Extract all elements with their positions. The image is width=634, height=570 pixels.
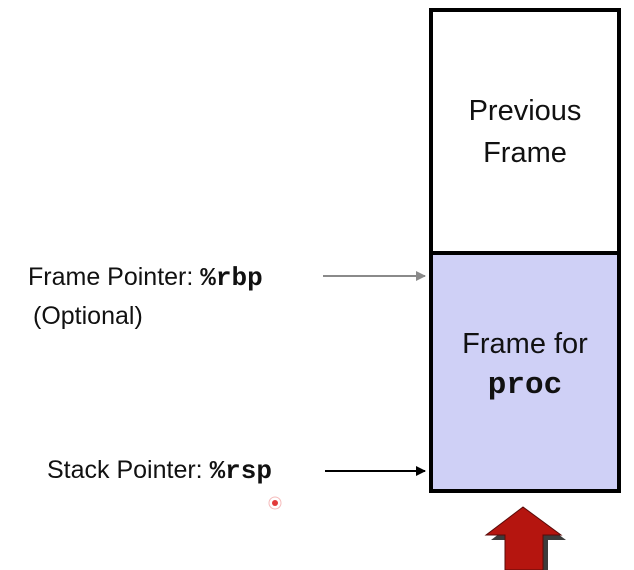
current-frame-proc-label: proc — [487, 368, 563, 403]
current-frame-box: Frame for proc — [433, 255, 617, 489]
previous-frame-line-1: Previous — [468, 94, 582, 127]
cursor-dot — [272, 500, 278, 506]
previous-frame-box: Previous Frame — [433, 12, 617, 255]
stack-diagram: Previous Frame Frame for proc — [429, 8, 621, 493]
up-arrow-icon — [484, 506, 566, 570]
stack-pointer-register: %rsp — [209, 456, 272, 486]
current-frame-line-1: Frame for — [462, 328, 588, 360]
frame-pointer-register: %rbp — [200, 263, 263, 293]
frame-pointer-note: (Optional) — [33, 302, 143, 330]
stack-pointer-text: Stack Pointer: — [47, 456, 210, 484]
stack-pointer-label: Stack Pointer: %rsp — [47, 455, 272, 486]
frame-pointer-text: Frame Pointer: — [28, 263, 201, 291]
previous-frame-line-2: Frame — [483, 136, 567, 169]
cursor-halo — [268, 496, 282, 510]
frame-pointer-label: Frame Pointer: %rbp — [28, 262, 263, 293]
